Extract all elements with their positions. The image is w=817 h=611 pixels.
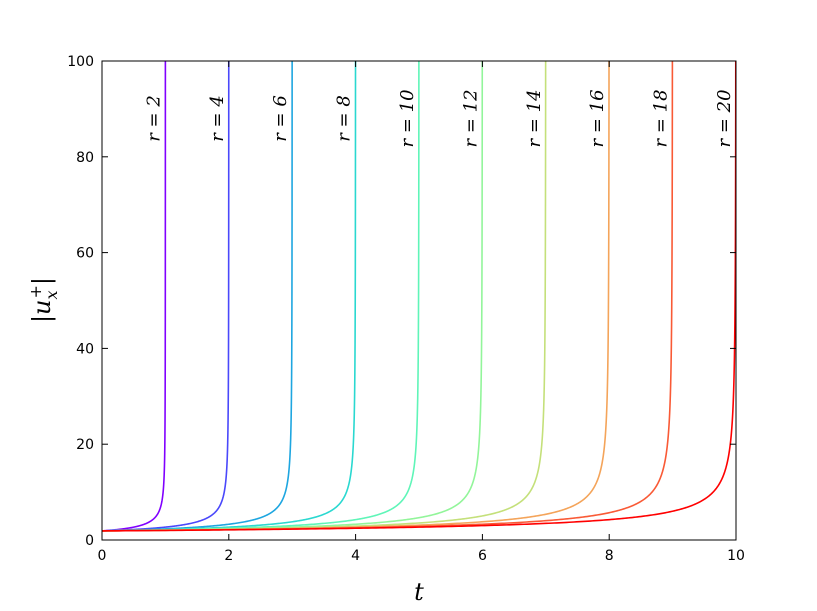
plot-frame <box>101 60 737 541</box>
series-line-r4 <box>102 61 230 532</box>
series-label-r14: r = 14 <box>524 89 545 147</box>
series-labels: r = 2 r = 4 r = 6 r = 8 r = 10 r = 12 r = 14 r … <box>143 89 735 147</box>
series-label-r2: r = 2 <box>143 95 164 142</box>
series-label-r20: r = 20 <box>714 89 735 147</box>
series-line-r6 <box>102 61 293 532</box>
series-label-r16: r = 16 <box>587 89 608 147</box>
x-tick-label: 2 <box>224 548 233 564</box>
y-axis: 0 20 40 60 80 100 <box>67 54 736 549</box>
series-label-r8: r = 8 <box>334 95 355 142</box>
series-label-r18: r = 18 <box>651 89 672 147</box>
x-tick-label: 10 <box>727 548 745 564</box>
series-label-r6: r = 6 <box>270 95 291 142</box>
x-tick-label: 8 <box>605 548 614 564</box>
x-axis: 0 2 4 6 8 10 <box>98 61 745 564</box>
y-axis-label: |ux+| <box>26 277 61 323</box>
y-tick-label: 0 <box>85 533 94 549</box>
series-label-r12: r = 12 <box>460 89 481 147</box>
series-curves <box>102 61 736 532</box>
y-tick-label: 100 <box>67 54 94 70</box>
y-tick-label: 40 <box>76 341 94 357</box>
series-line-r2 <box>102 61 167 532</box>
y-tick-label: 80 <box>76 150 94 166</box>
series-line-r20 <box>102 61 736 532</box>
series-label-r4: r = 4 <box>207 95 228 142</box>
series-label-r10: r = 10 <box>397 89 418 147</box>
x-axis-label: t <box>414 578 424 606</box>
x-tick-label: 6 <box>478 548 487 564</box>
y-tick-label: 60 <box>76 246 94 262</box>
y-tick-label: 20 <box>76 437 94 453</box>
x-tick-label: 0 <box>98 548 107 564</box>
x-tick-label: 4 <box>351 548 360 564</box>
